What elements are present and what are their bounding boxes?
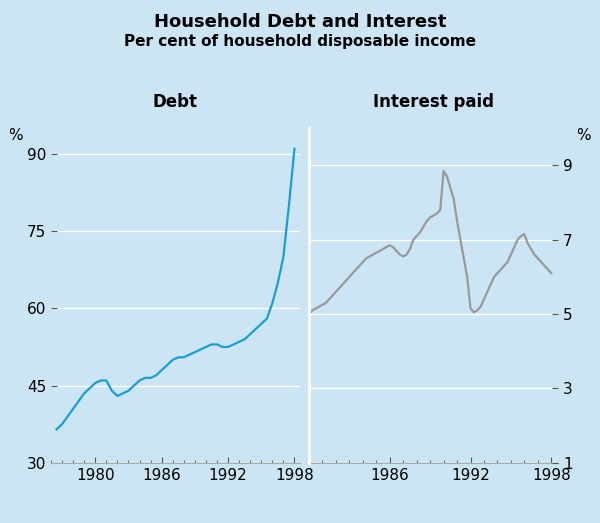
Text: Household Debt and Interest: Household Debt and Interest [154, 13, 446, 31]
Text: Debt: Debt [153, 94, 198, 111]
Y-axis label: %: % [8, 128, 23, 143]
Text: Interest paid: Interest paid [373, 94, 494, 111]
Y-axis label: %: % [577, 128, 591, 143]
Text: Per cent of household disposable income: Per cent of household disposable income [124, 34, 476, 49]
